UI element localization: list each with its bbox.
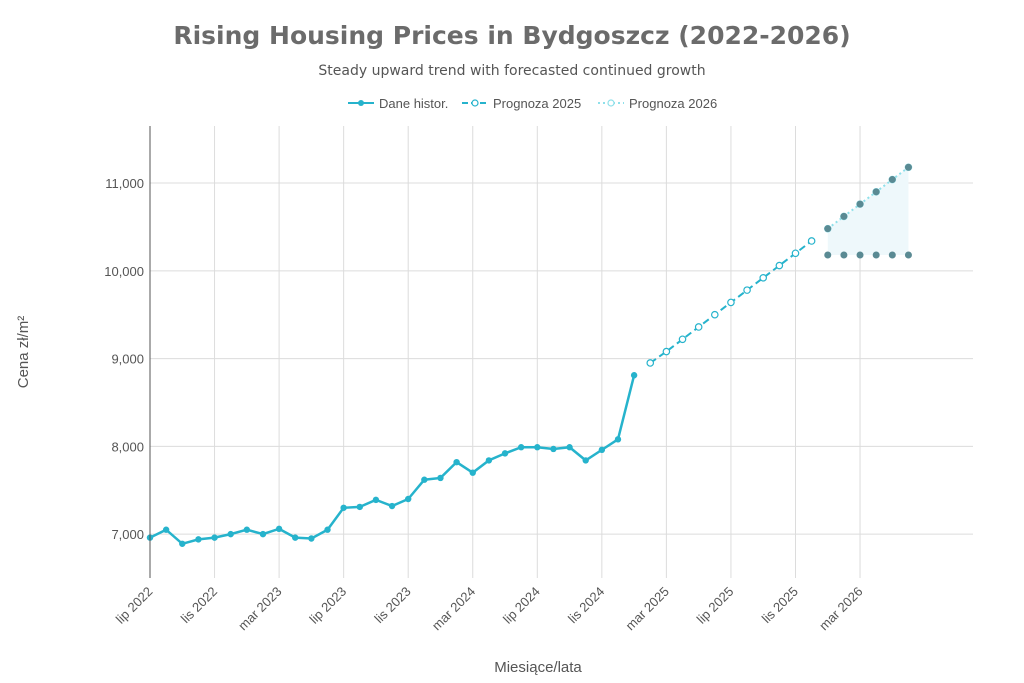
data-point — [485, 457, 493, 464]
data-point — [711, 310, 719, 319]
band-upper-point — [824, 225, 832, 233]
y-tick-label: 11,000 — [105, 176, 144, 191]
legend: Dane histor. Prognoza 2025 Prognoza 2026 — [348, 96, 717, 111]
grid — [149, 126, 973, 578]
data-point — [646, 359, 655, 367]
data-point — [179, 540, 186, 547]
data-point — [421, 476, 428, 483]
legend-label: Prognoza 2026 — [629, 96, 717, 111]
y-tick-label: 10,000 — [104, 264, 144, 279]
band-upper-point — [872, 188, 880, 196]
y-tick-label: 8,000 — [111, 439, 144, 454]
chart-subtitle: Steady upward trend with forecasted cont… — [318, 63, 705, 79]
forecast-band-area — [827, 167, 909, 256]
data-point — [791, 249, 800, 258]
x-tick-label: lip 2022 — [113, 584, 156, 627]
data-point — [534, 444, 541, 451]
y-axis-title: Cena zł/m² — [15, 316, 32, 389]
forecast-band — [827, 167, 909, 256]
data-point — [662, 347, 671, 356]
x-tick-label: lis 2024 — [565, 584, 607, 626]
x-tick-label: mar 2026 — [816, 584, 865, 633]
x-tick-label: lip 2024 — [500, 584, 543, 627]
y-tick-label: 7,000 — [111, 527, 144, 542]
data-point — [566, 444, 573, 451]
band-lower-point — [824, 251, 832, 259]
legend-label: Prognoza 2025 — [493, 96, 581, 111]
x-tick-label: lis 2022 — [178, 584, 220, 626]
data-point — [275, 525, 283, 533]
data-point — [743, 286, 751, 294]
legend-marker — [358, 100, 364, 106]
x-tick-label: lis 2025 — [759, 584, 801, 626]
data-point — [324, 526, 331, 533]
data-point — [340, 504, 347, 511]
x-tick-label: mar 2025 — [622, 584, 671, 633]
x-tick-label: lis 2023 — [371, 584, 413, 626]
data-point — [775, 261, 784, 270]
series-layer — [146, 163, 913, 547]
band-lower-point — [904, 251, 912, 259]
data-point — [517, 444, 525, 451]
data-point — [308, 535, 315, 542]
band-upper-point — [888, 176, 896, 184]
data-point — [356, 503, 363, 511]
data-point — [598, 446, 606, 454]
axes: 7,000 8,000 9,000 10,000 11,000 lip 2022 lis 2… — [104, 126, 866, 633]
data-point — [694, 323, 703, 331]
x-tick-label: lip 2023 — [306, 584, 349, 627]
data-point — [437, 474, 444, 482]
series-line — [149, 374, 636, 546]
data-point — [453, 458, 460, 466]
x-tick-label: lip 2025 — [694, 584, 737, 627]
data-point — [759, 274, 768, 282]
data-point — [678, 335, 687, 344]
y-tick-label: 9,000 — [111, 352, 144, 367]
data-point — [404, 495, 412, 503]
band-upper-point — [840, 212, 848, 220]
band-upper-point — [856, 200, 864, 208]
legend-label: Dane histor. — [379, 96, 448, 111]
data-point — [807, 237, 816, 245]
data-point — [162, 526, 170, 533]
data-point — [501, 450, 509, 457]
data-point — [195, 536, 202, 543]
data-point — [550, 445, 557, 453]
data-point — [582, 457, 589, 464]
data-point — [372, 496, 380, 504]
band-lower-point — [840, 251, 848, 259]
x-tick-label: mar 2024 — [429, 584, 478, 633]
data-point — [388, 502, 396, 510]
band-lower-point — [856, 251, 864, 259]
band-lower-point — [888, 251, 896, 259]
data-point — [292, 534, 299, 541]
data-point — [259, 530, 267, 538]
x-axis-title: Miesiące/lata — [494, 659, 582, 676]
data-point — [211, 534, 218, 541]
legend-marker — [607, 99, 615, 107]
data-point — [469, 469, 476, 476]
data-point — [614, 436, 622, 443]
band-lower-point — [872, 251, 880, 259]
band-upper-point — [904, 163, 912, 171]
legend-marker — [471, 99, 479, 107]
chart-title: Rising Housing Prices in Bydgoszcz (2022… — [173, 21, 850, 50]
data-point — [227, 530, 234, 538]
data-point — [243, 526, 251, 533]
data-point — [727, 298, 735, 307]
x-tick-label: mar 2023 — [235, 584, 284, 633]
data-point — [630, 372, 638, 379]
